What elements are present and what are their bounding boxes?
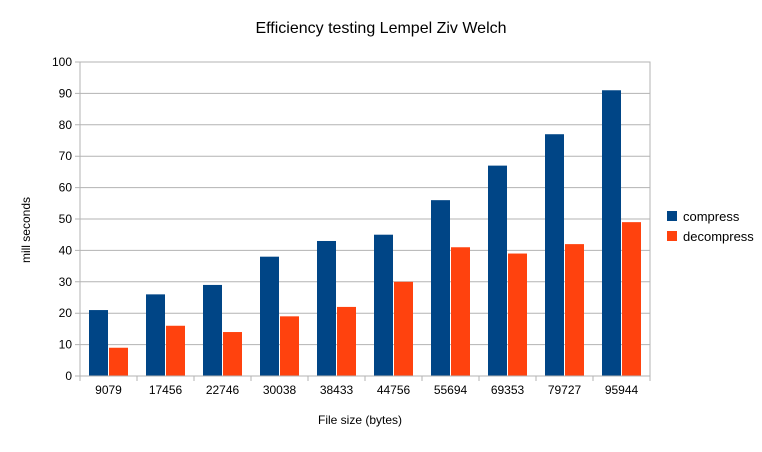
bar-compress — [317, 240, 336, 376]
legend-swatch-compress — [667, 211, 677, 221]
bar-decompress — [109, 347, 128, 376]
bar-compress — [146, 294, 165, 376]
legend-swatch-decompress — [667, 231, 677, 241]
bars — [89, 90, 641, 376]
bar-decompress — [622, 222, 641, 376]
y-tick-label: 60 — [59, 181, 73, 195]
y-tick-label: 40 — [59, 243, 73, 257]
y-tick-label: 50 — [59, 212, 73, 226]
bar-decompress — [565, 244, 584, 376]
axes — [79, 61, 651, 381]
y-axis-label: mill seconds — [19, 196, 33, 264]
bar-compress — [488, 165, 507, 376]
x-tick-label: 17456 — [149, 383, 183, 397]
x-tick-label: 9079 — [95, 383, 122, 397]
bar-compress — [203, 284, 222, 376]
y-tick-labels: 0 10 20 30 40 50 60 70 80 90 100 — [52, 55, 72, 383]
bar-decompress — [394, 281, 413, 376]
x-tick-labels: 9079 17456 22746 30038 38433 44756 55694 69353 7… — [95, 383, 638, 397]
legend-label-compress: compress — [683, 208, 740, 224]
x-tick-label: 79727 — [548, 383, 582, 397]
bar-compress — [545, 134, 564, 376]
bar-compress — [260, 256, 279, 376]
chart-title: Efficiency testing Lempel Ziv Welch — [255, 20, 507, 37]
x-tick-label: 55694 — [434, 383, 468, 397]
x-axis-label: File size (bytes) — [317, 413, 403, 427]
bar-decompress — [508, 253, 527, 376]
legend-item-compress: compress — [667, 206, 754, 226]
y-tick-label: 20 — [59, 306, 73, 320]
bar-decompress — [451, 247, 470, 376]
y-tick-label: 10 — [59, 338, 73, 352]
y-tick-label: 100 — [52, 55, 72, 69]
legend-label-decompress: decompress — [683, 228, 754, 244]
bar-decompress — [337, 306, 356, 376]
y-tick-label: 90 — [59, 86, 73, 100]
x-tick-label: 30038 — [263, 383, 297, 397]
x-tick-label: 22746 — [206, 383, 240, 397]
bar-compress — [374, 234, 393, 376]
y-tick-label: 80 — [59, 118, 73, 132]
y-tick-label: 0 — [65, 369, 72, 383]
bar-compress — [431, 200, 450, 376]
bar-compress — [602, 90, 621, 376]
bar-compress — [89, 310, 108, 376]
x-tick-label: 69353 — [491, 383, 525, 397]
legend: compress decompress — [667, 206, 754, 246]
x-tick-label: 44756 — [377, 383, 411, 397]
y-tick-label: 30 — [59, 275, 73, 289]
bar-decompress — [223, 332, 242, 376]
x-tick-label: 95944 — [605, 383, 639, 397]
legend-item-decompress: decompress — [667, 226, 754, 246]
bar-decompress — [280, 316, 299, 376]
bar-decompress — [166, 325, 185, 376]
y-tick-label: 70 — [59, 149, 73, 163]
x-tick-label: 38433 — [320, 383, 354, 397]
